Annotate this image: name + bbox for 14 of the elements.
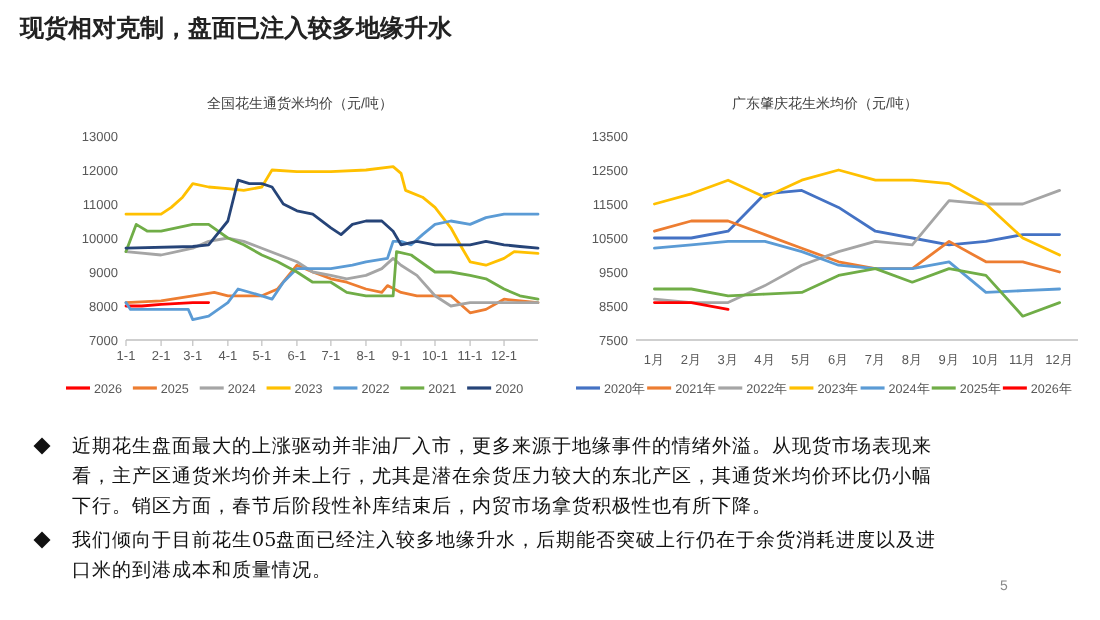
text: 我们倾向于目前花生05盘面已经注入较多地缘升水，后期能否突破上行仍在于余货消耗进度以及进口米的到港成本和质量情况。	[72, 530, 937, 582]
line-series	[124, 236, 540, 308]
text: 近期花生盘面最大的上涨驱动并非油厂入市，更多来源于地缘事件的情绪外溢。从现货市场表现来看，主产区通货米均价并未上行，尤其是潜在余货压力较大的东北产区，其通货米均价环比仍小幅下行。销区方面，春节后阶段性补库结束后，内贸市场拿货积极性也有所下降。	[72, 436, 932, 518]
line-series	[124, 165, 540, 267]
text: 现货相对克制，盘面已注入较多地缘升水	[20, 12, 452, 46]
line-series	[653, 168, 1061, 257]
line-series	[653, 267, 1061, 318]
line-series	[653, 240, 1061, 294]
line-series	[124, 178, 540, 250]
line-series	[653, 189, 1061, 247]
line-series	[124, 212, 540, 321]
line-series	[653, 189, 1061, 304]
line-series	[653, 219, 1061, 274]
line-series	[124, 223, 540, 301]
